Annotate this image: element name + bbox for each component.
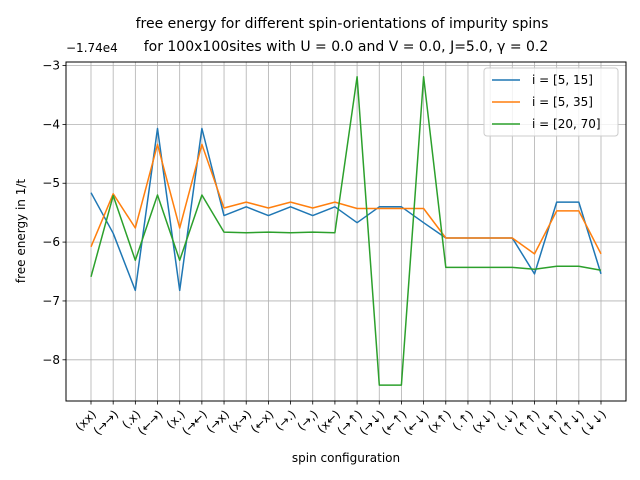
legend: i = [5, 15] i = [5, 35] i = [20, 70] — [483, 67, 619, 137]
y-axis-label: free energy in 1/t — [14, 179, 28, 284]
x-tick-label: (↓↓) — [578, 407, 609, 438]
series-line — [90, 75, 602, 386]
x-axis-label: spin configuration — [292, 451, 400, 465]
x-tick-label: (→←) — [179, 407, 210, 438]
y-tick-label: −5 — [42, 176, 60, 190]
y-tick-label: −6 — [42, 235, 60, 249]
x-tick-label: (←x) — [248, 407, 277, 436]
y-axis-ticks: −3 −4 −5 −6 −7 −8 — [42, 59, 66, 367]
legend-label: i = [5, 15] — [532, 73, 593, 87]
chart-title-line-1: free energy for different spin-orientati… — [136, 16, 549, 32]
chart-title-line-2: for 100x100sites with U = 0.0 and V = 0.… — [144, 39, 549, 55]
x-tick-label: (x↓) — [470, 407, 499, 436]
x-tick-label: (←↓) — [401, 407, 432, 438]
x-tick-label: (→x) — [204, 407, 233, 436]
legend-box — [483, 67, 619, 137]
x-tick-label: (→.) — [272, 407, 298, 433]
series-layer — [90, 75, 602, 386]
legend-label: i = [20, 70] — [532, 117, 601, 131]
x-tick-label: (→→) — [91, 407, 122, 438]
y-tick-label: −8 — [42, 353, 60, 367]
x-tick-label: (←→) — [135, 407, 166, 438]
x-tick-label: (x→) — [226, 407, 255, 436]
plot-frame — [65, 61, 627, 402]
grid-lines — [66, 62, 626, 401]
x-tick-label: (x↑) — [425, 407, 454, 436]
series-line — [90, 143, 602, 255]
y-tick-label: −3 — [42, 59, 60, 73]
legend-label: i = [5, 35] — [532, 95, 593, 109]
x-axis-ticks: (xx)(→→)(.x)(←→)(x.)(→←)(→x)(x→)(←x)(→.)… — [73, 401, 609, 438]
y-offset-text: −1.74e4 — [66, 41, 118, 55]
y-tick-label: −7 — [42, 294, 60, 308]
y-tick-label: −4 — [42, 117, 60, 131]
series-line — [90, 127, 602, 292]
